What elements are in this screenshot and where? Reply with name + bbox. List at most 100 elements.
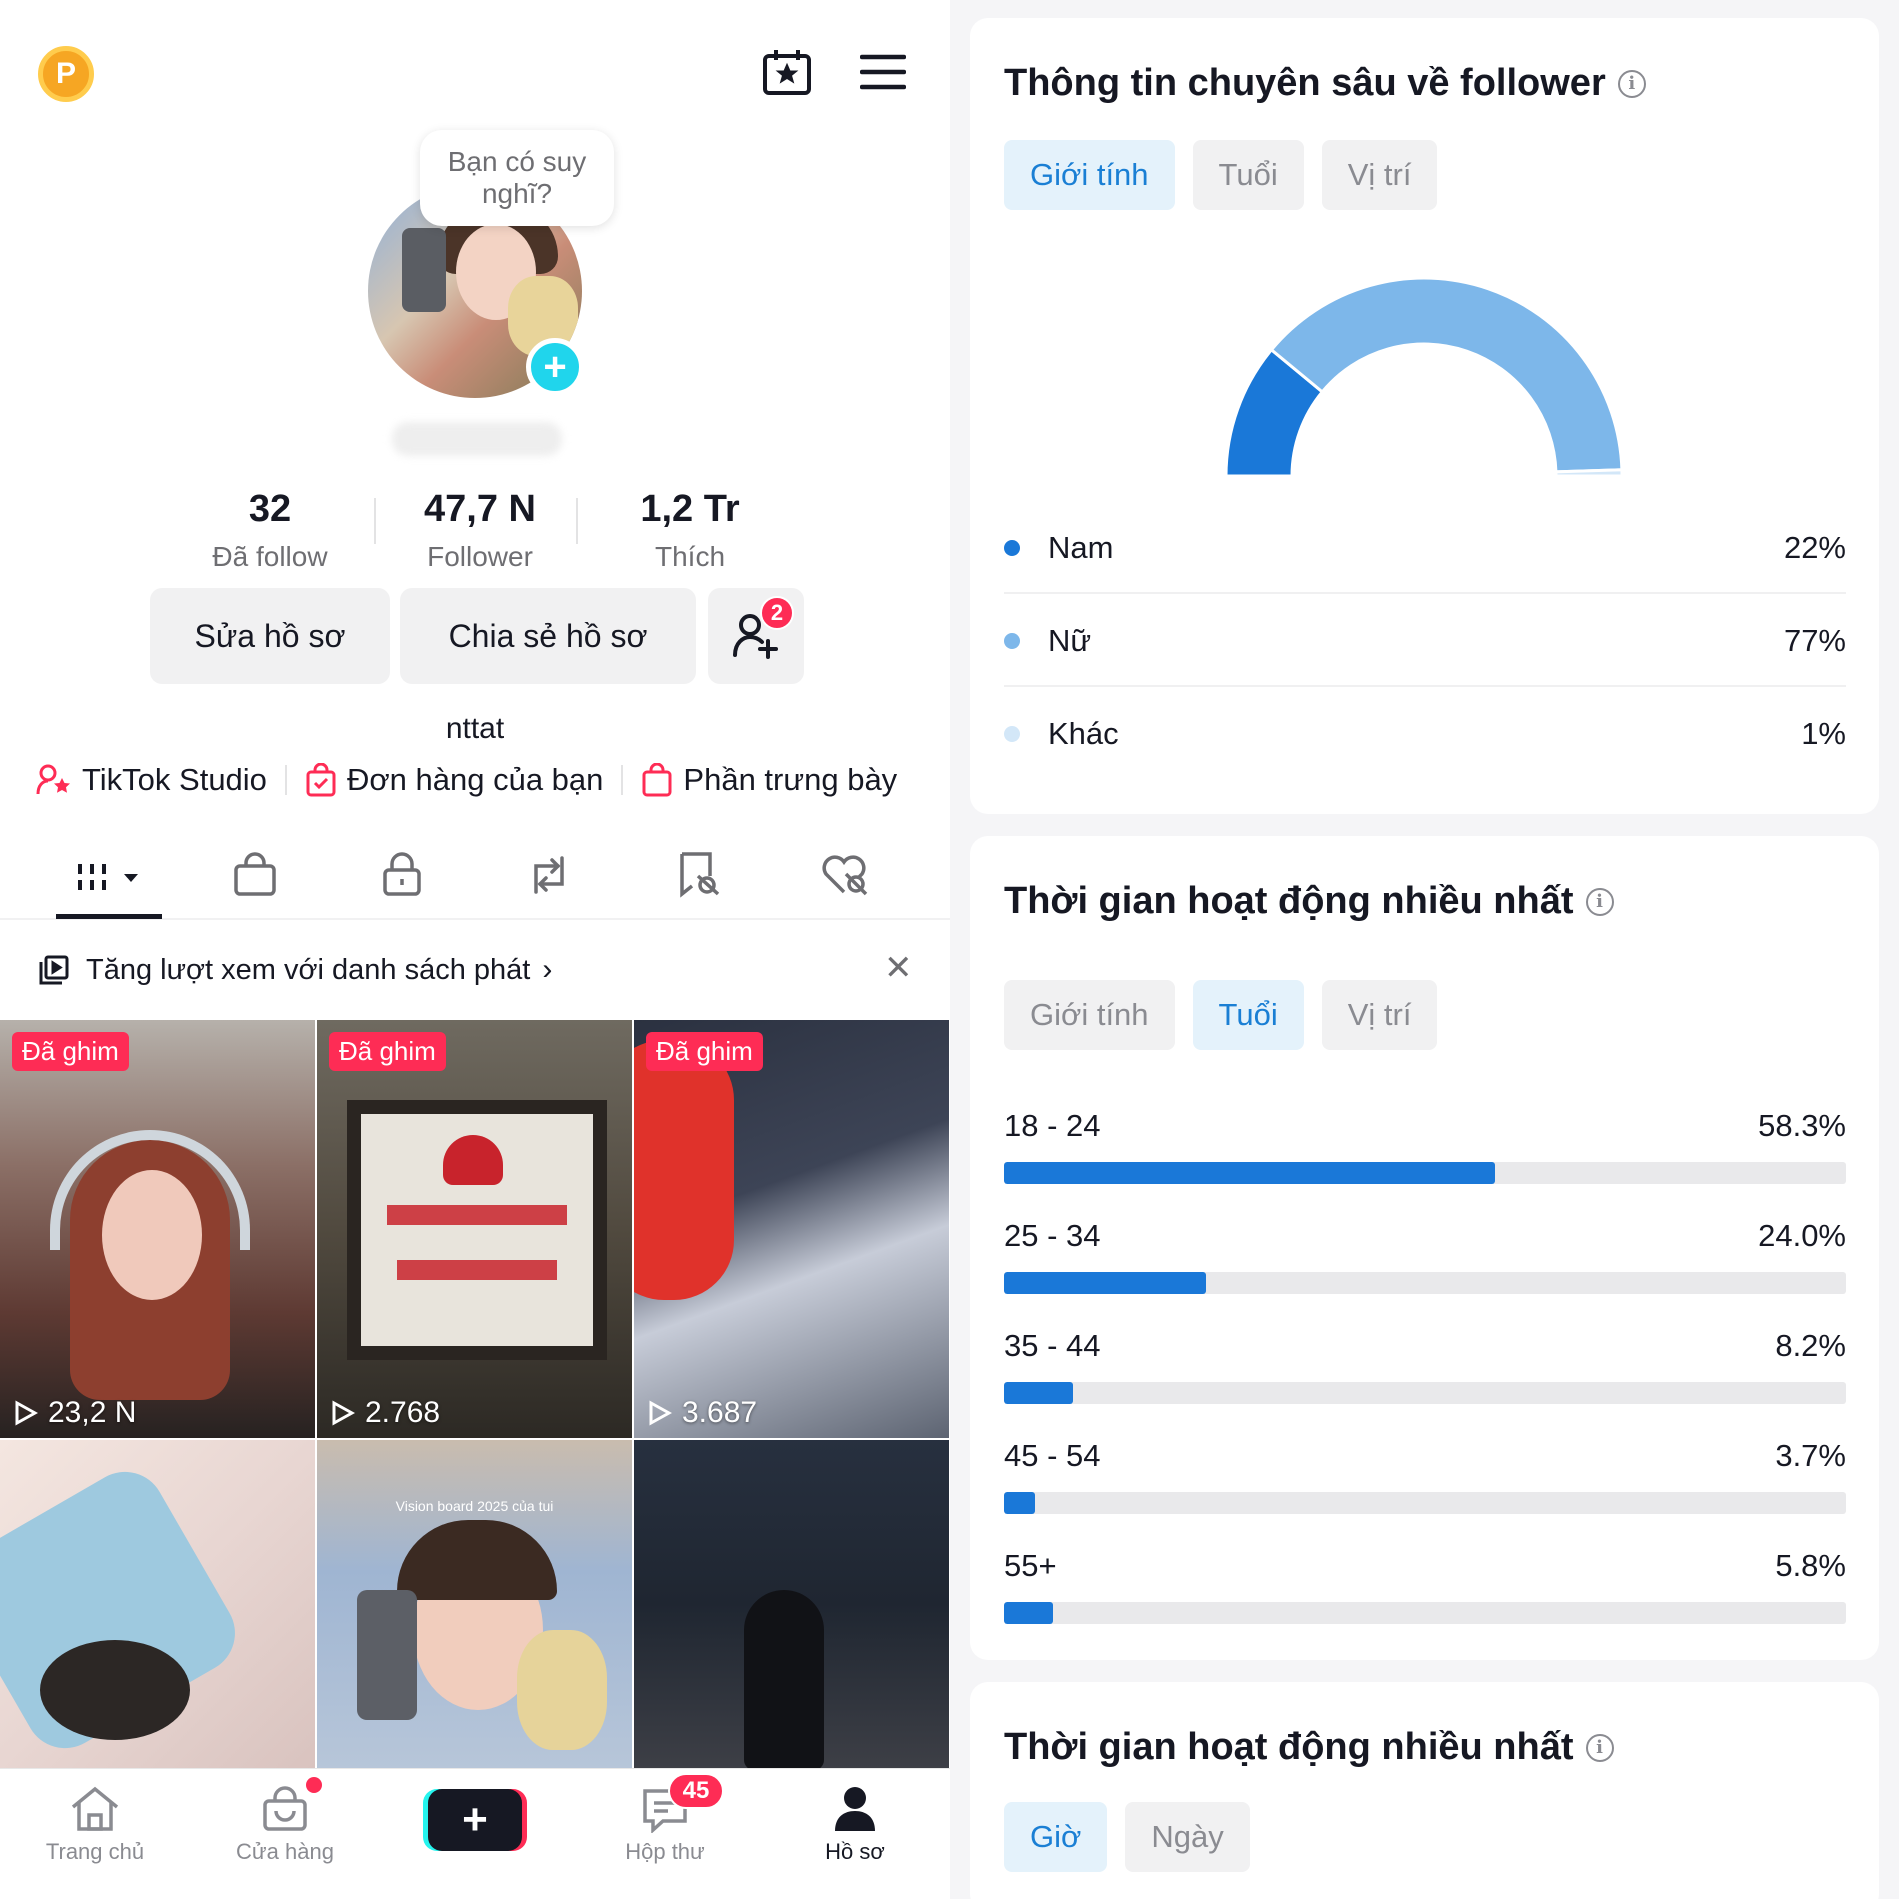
following-label: Đã follow <box>212 541 328 572</box>
grid-icon <box>78 864 138 890</box>
orders-link[interactable]: Đơn hàng của bạn <box>305 762 603 798</box>
row-divider <box>1004 685 1846 687</box>
tab-age[interactable]: Tuổi <box>1192 140 1304 210</box>
video-thumbnail[interactable]: Đã ghim 2.768 <box>317 1020 632 1438</box>
thumb-hair <box>397 1520 557 1600</box>
menu-icon[interactable] <box>859 54 907 95</box>
age-row-head: 55+ 5.8% <box>1004 1548 1846 1584</box>
tab-location[interactable]: Vị trí <box>1321 140 1438 210</box>
gender-gauge-chart <box>1224 276 1624 478</box>
tab-shop[interactable] <box>232 850 278 903</box>
tiktok-studio-link[interactable]: TikTok Studio <box>36 762 267 798</box>
view-count: 2.768 <box>331 1396 440 1430</box>
tab-gender[interactable]: Giới tính <box>1004 140 1175 210</box>
video-thumbnail[interactable] <box>634 1440 949 1768</box>
age-value: 3.7% <box>1775 1438 1846 1473</box>
tab-private[interactable] <box>380 850 424 903</box>
info-icon[interactable]: i <box>1585 887 1614 916</box>
gender-value: 22% <box>1783 530 1846 565</box>
profile-stats: 32 Đã follow 47,7 N Follower 1,2 Tr Thíc… <box>180 488 780 573</box>
info-icon[interactable]: i <box>1585 1733 1614 1762</box>
tab-hour[interactable]: Giờ <box>1004 1802 1108 1872</box>
likes-stat[interactable]: 1,2 Tr Thích <box>600 488 780 573</box>
video-thumbnail[interactable]: Đã ghim 23,2 N <box>0 1020 315 1438</box>
thumb-phone <box>357 1590 417 1720</box>
age-bar-track <box>1004 1382 1846 1404</box>
following-stat[interactable]: 32 Đã follow <box>180 488 360 573</box>
age-bar-fill <box>1004 1272 1207 1294</box>
video-thumbnail[interactable] <box>0 1440 315 1768</box>
repost-icon <box>534 856 564 894</box>
nav-profile[interactable]: Hồ sơ <box>770 1785 940 1865</box>
stat-divider <box>374 498 376 544</box>
age-label: 45 - 54 <box>1004 1438 1101 1473</box>
avatar-phone <box>402 228 446 312</box>
age-row-head: 45 - 54 3.7% <box>1004 1438 1846 1474</box>
nav-inbox[interactable]: Hộp thư <box>580 1785 750 1865</box>
gender-value: 77% <box>1783 623 1846 658</box>
close-icon[interactable]: ✕ <box>884 949 913 987</box>
share-profile-button[interactable]: Chia sẻ hồ sơ <box>400 588 696 684</box>
nav-home-label: Trang chủ <box>45 1839 145 1864</box>
age-value: 24.0% <box>1758 1218 1846 1253</box>
follower-insights-screen: Thông tin chuyên sâu về follower i Giới … <box>950 0 1899 1899</box>
tab-gender[interactable]: Giới tính <box>1004 980 1175 1050</box>
tab-reposts[interactable] <box>524 850 574 903</box>
activity-time-card: Thời gian hoạt động nhiều nhất i Giờ Ngà… <box>970 1682 1879 1899</box>
points-badge-icon[interactable]: P <box>38 46 94 102</box>
age-bar-track <box>1004 1162 1846 1184</box>
edit-profile-button[interactable]: Sửa hồ sơ <box>150 588 390 684</box>
blurred-display-name <box>392 422 562 456</box>
following-count: 32 <box>248 488 292 530</box>
age-row-head: 35 - 44 8.2% <box>1004 1328 1846 1364</box>
play-icon <box>649 1400 672 1426</box>
video-thumbnail[interactable]: Đã ghim 3.687 <box>634 1020 949 1438</box>
nav-shop[interactable]: Cửa hàng <box>200 1785 370 1865</box>
showcase-link[interactable]: Phần trưng bày <box>641 762 897 798</box>
age-row-head: 18 - 24 58.3% <box>1004 1108 1846 1144</box>
tab-liked[interactable] <box>818 850 870 903</box>
likes-count: 1,2 Tr <box>640 488 740 530</box>
thought-bubble[interactable]: Bạn có suy nghĩ? <box>420 130 614 226</box>
legend-dot <box>1004 540 1020 556</box>
info-icon[interactable]: i <box>1617 69 1646 98</box>
age-label: 25 - 34 <box>1004 1218 1101 1253</box>
gender-row-other: Khác 1% <box>1004 688 1846 780</box>
link-divider <box>284 765 287 795</box>
video-thumbnail[interactable]: Vision board 2025 của tui <box>317 1440 632 1768</box>
gender-label: Nữ <box>1048 623 1092 658</box>
tab-age[interactable]: Tuổi <box>1192 980 1304 1050</box>
shop-bag-icon <box>263 1786 307 1831</box>
shopping-bag-icon <box>234 852 276 896</box>
gender-card-tabs: Giới tính Tuổi Vị trí <box>1004 140 1455 210</box>
add-story-plus-icon[interactable]: + <box>526 338 584 396</box>
age-label: 55+ <box>1004 1548 1057 1583</box>
thumb-headphones <box>50 1130 250 1250</box>
play-icon <box>15 1400 38 1426</box>
create-button[interactable]: + <box>428 1789 522 1851</box>
gender-row-male: Nam 22% <box>1004 502 1846 594</box>
tab-videos[interactable] <box>76 850 146 907</box>
tab-day[interactable]: Ngày <box>1125 1802 1250 1872</box>
follower-label: Follower <box>427 541 533 572</box>
promo-text: Tăng lượt xem với danh sách phát <box>86 953 531 986</box>
thumb-hair <box>40 1640 190 1740</box>
age-row-head: 25 - 34 24.0% <box>1004 1218 1846 1254</box>
add-user-icon <box>733 614 778 659</box>
calendar-star-icon[interactable] <box>762 48 812 101</box>
age-bar-fill <box>1004 1492 1036 1514</box>
shop-notification-dot <box>306 1777 322 1793</box>
thumb-sign-text <box>387 1205 567 1225</box>
nav-home[interactable]: Trang chủ <box>10 1785 180 1865</box>
studio-user-icon <box>36 764 70 795</box>
age-value: 8.2% <box>1775 1328 1846 1363</box>
pinned-badge: Đã ghim <box>646 1032 763 1071</box>
follower-insights-card: Thông tin chuyên sâu về follower i Giới … <box>970 18 1879 814</box>
age-row: 45 - 54 3.7% <box>1004 1438 1846 1514</box>
activity-card-tabs: Giờ Ngày <box>1004 1802 1268 1872</box>
tab-location[interactable]: Vị trí <box>1321 980 1438 1050</box>
content-tabs <box>0 840 950 920</box>
tab-favorites[interactable] <box>674 850 722 903</box>
follower-stat[interactable]: 47,7 N Follower <box>390 488 570 573</box>
playlist-promo-banner[interactable]: Tăng lượt xem với danh sách phát › ✕ <box>0 932 950 1008</box>
